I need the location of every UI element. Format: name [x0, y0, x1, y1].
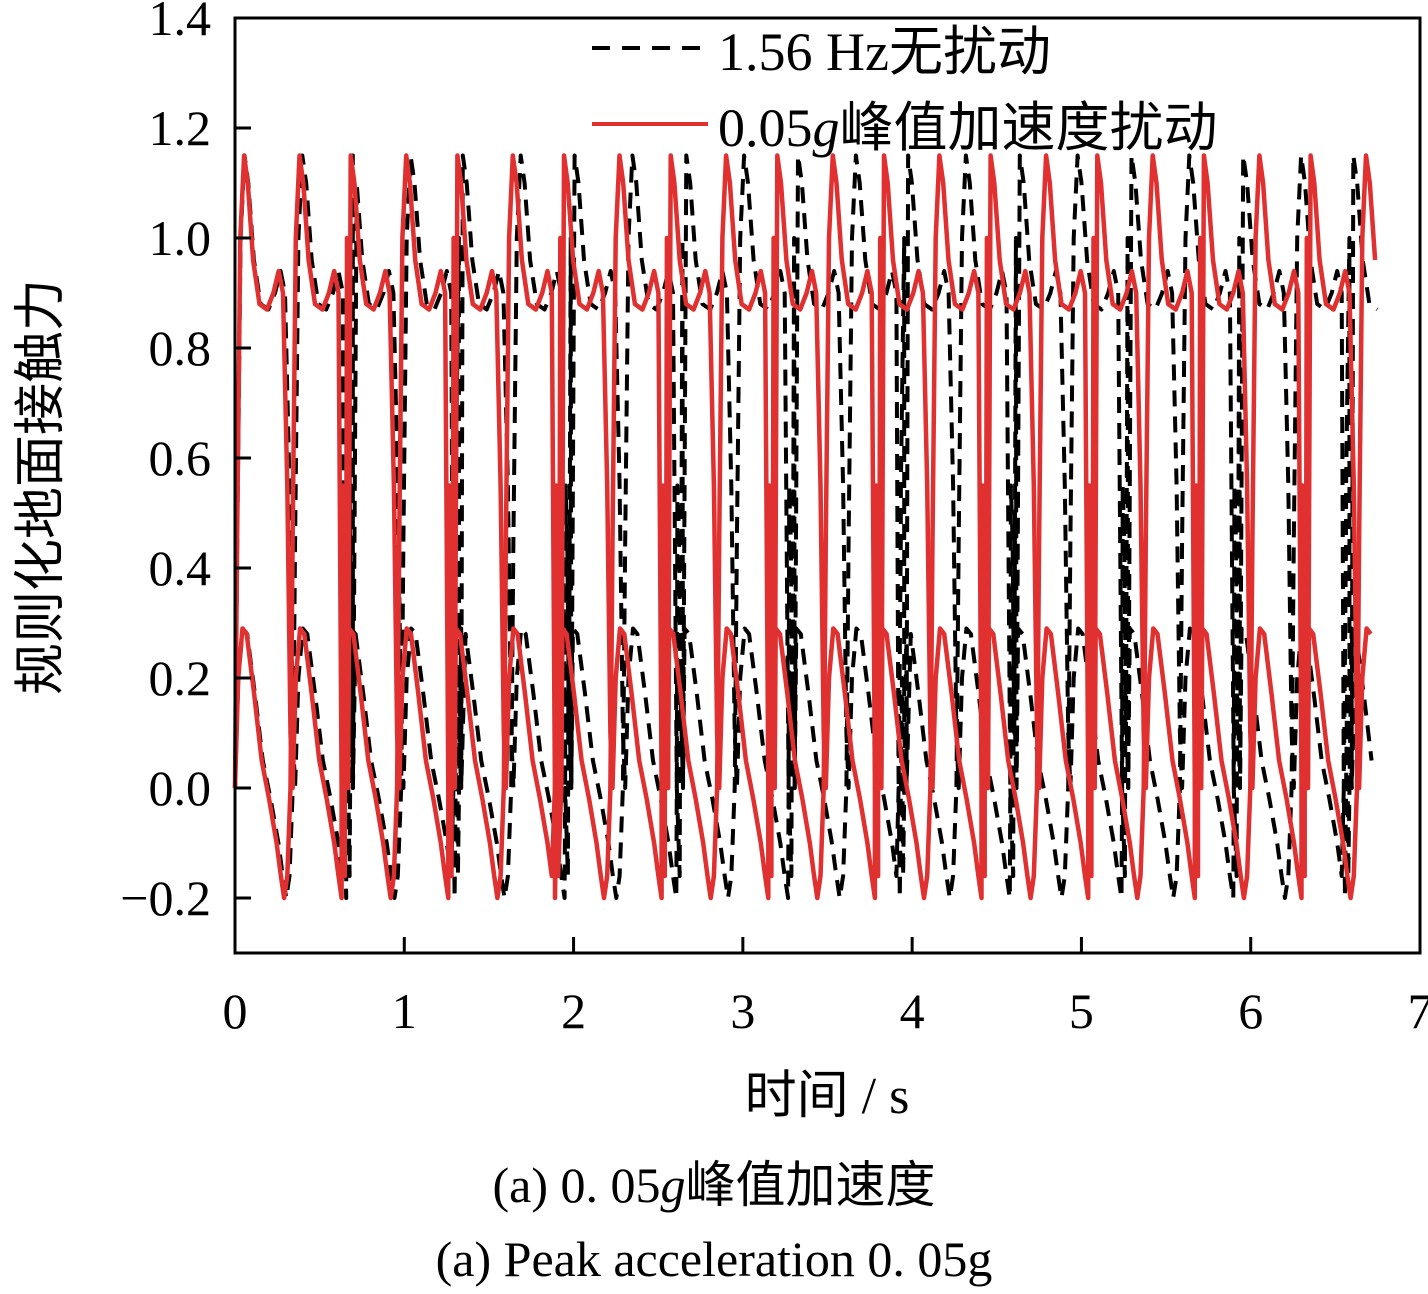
- plot-frame: [233, 16, 1422, 955]
- x-tick-label: 7: [1408, 983, 1428, 1039]
- legend-label-baseline: 1.56 Hz无扰动: [718, 22, 1051, 82]
- legend: 1.56 Hz无扰动 0.05g峰值加速度扰动: [592, 22, 1218, 158]
- x-tick-label: 1: [392, 983, 417, 1039]
- x-tick-label: 5: [1069, 983, 1094, 1039]
- x-tick-label: 4: [900, 983, 925, 1039]
- x-tick-label: 2: [561, 983, 586, 1039]
- y-tick-label: 1.0: [149, 210, 212, 266]
- x-tick-label: 0: [223, 983, 248, 1039]
- y-tick-label: 1.4: [149, 0, 212, 46]
- series-baseline-line-1: [233, 153, 1374, 900]
- series-disturbed-line-0: [232, 153, 1373, 901]
- y-tick-label: 0.6: [149, 430, 212, 486]
- series-baseline-line-0: [233, 153, 1379, 900]
- y-tick-label: −0.2: [120, 870, 211, 926]
- chart: 0 1 2 3 4 5 6 7 −0.2 0.0 0.2 0.4 0.6 0.8 1.0 1.2 1.4 时间…: [13, 0, 1428, 1125]
- legend-label-disturbed: 0.05g峰值加速度扰动: [718, 98, 1218, 158]
- x-axis: 0 1 2 3 4 5 6 7: [223, 937, 1428, 1039]
- y-tick-label: 1.2: [149, 100, 212, 156]
- x-axis-title: 时间 / s: [745, 1068, 910, 1125]
- y-axis: −0.2 0.0 0.2 0.4 0.6 0.8 1.0 1.2 1.4: [120, 0, 251, 926]
- y-axis-title: 规则化地面接触力: [13, 279, 70, 695]
- x-tick-label: 3: [730, 983, 755, 1039]
- y-tick-label: 0.4: [149, 540, 212, 596]
- caption-english: (a) Peak acceleration 0. 05g: [435, 1231, 993, 1287]
- series-disturbed-line-1: [232, 153, 1378, 901]
- plot-lines: [232, 153, 1379, 901]
- x-tick-label: 6: [1238, 983, 1263, 1039]
- y-tick-label: 0.8: [149, 320, 212, 376]
- y-tick-label: 0.2: [149, 650, 212, 706]
- y-tick-label: 0.0: [149, 760, 212, 816]
- caption-chinese: (a) 0. 05g峰值加速度: [492, 1157, 936, 1213]
